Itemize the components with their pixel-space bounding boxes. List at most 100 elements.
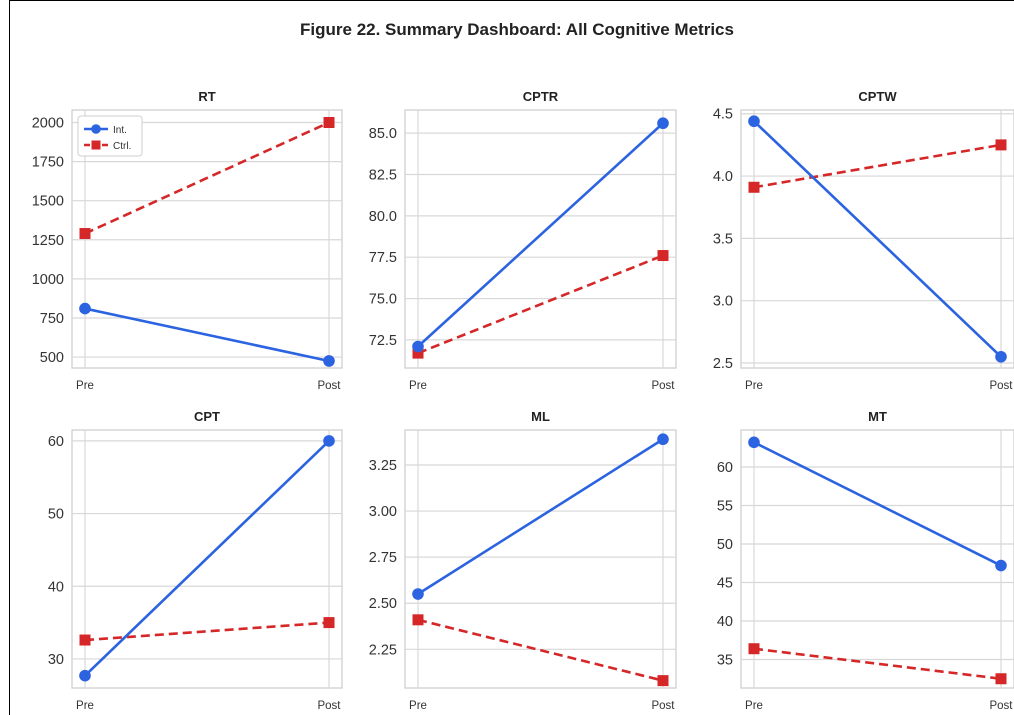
data-point-square [995, 139, 1007, 151]
y-tick-label: 30 [48, 652, 64, 668]
data-point-circle [748, 436, 760, 449]
chart-panel-mt: 35 40 45 50 55 60 Pre Post MT [717, 409, 1014, 712]
y-tick-label: 1000 [32, 272, 64, 288]
y-tick-label: 1500 [32, 194, 64, 210]
data-point-circle [79, 669, 91, 682]
frame-top-border [9, 0, 1014, 1]
legend-marker-circle [91, 124, 101, 134]
legend-label: Int. [113, 125, 127, 136]
data-point-square [995, 673, 1007, 685]
y-tick-label: 55 [717, 498, 733, 514]
chart-title: MT [868, 409, 887, 424]
data-point-square [748, 181, 760, 193]
y-tick-label: 85.0 [369, 126, 397, 142]
data-point-square [79, 634, 91, 646]
y-tick-label: 3.00 [369, 504, 397, 520]
data-point-square [748, 643, 760, 655]
data-point-square [412, 614, 424, 626]
x-tick-label: Pre [76, 380, 94, 392]
x-tick-label: Pre [409, 380, 427, 392]
y-tick-label: 60 [717, 460, 733, 476]
data-point-circle [748, 115, 760, 128]
x-tick-label: Post [317, 700, 341, 712]
y-tick-label: 4.0 [713, 169, 733, 185]
data-point-circle [657, 433, 669, 446]
data-point-square [657, 250, 669, 262]
x-tick-label: Pre [409, 700, 427, 712]
data-point-square [657, 675, 669, 687]
plot-area [740, 429, 1014, 689]
y-tick-label: 50 [48, 507, 64, 523]
y-tick-label: 60 [48, 434, 64, 450]
series-line [84, 621, 330, 642]
series-line [417, 254, 664, 355]
series-line [84, 307, 330, 363]
x-tick-label: Post [651, 380, 675, 392]
y-tick-label: 2.25 [369, 642, 397, 658]
legend: Int. Ctrl. [77, 115, 143, 157]
chart-title: CPT [194, 409, 220, 424]
chart-title: RT [198, 89, 215, 104]
y-tick-label: 45 [717, 575, 733, 591]
y-tick-label: 3.25 [369, 458, 397, 474]
legend-box [77, 115, 143, 157]
y-tick-label: 77.5 [369, 250, 397, 266]
x-tick-label: Post [317, 380, 341, 392]
y-tick-label: 3.5 [713, 231, 733, 247]
series-line [417, 122, 664, 348]
chart-panel-ml: 2.25 2.50 2.75 3.00 3.25 Pre Post ML [369, 409, 677, 712]
y-tick-label: 2.5 [713, 356, 733, 372]
x-tick-label: Pre [745, 700, 763, 712]
chart-panel-cptw: 2.5 3.0 3.5 4.0 4.5 Pre Post CPTW [713, 89, 1014, 392]
y-tick-label: 40 [48, 579, 64, 595]
data-point-circle [412, 588, 424, 600]
y-tick-label: 35 [717, 653, 733, 669]
y-tick-label: 1750 [32, 155, 64, 171]
frame-left-border [9, 0, 10, 715]
series-line [417, 438, 664, 596]
data-point-square [412, 347, 424, 359]
chart-title: ML [531, 409, 550, 424]
chart-panel-cpt: 30 40 50 60 Pre Post CPT [48, 409, 343, 712]
y-tick-label: 50 [717, 537, 733, 553]
chart-title: CPTR [523, 89, 559, 104]
y-tick-label: 40 [717, 614, 733, 630]
y-tick-label: 750 [40, 311, 64, 327]
y-tick-label: 4.5 [713, 107, 733, 123]
y-tick-label: 500 [40, 350, 64, 366]
series-line [84, 121, 330, 235]
figure-title: Figure 22. Summary Dashboard: All Cognit… [300, 20, 734, 39]
data-point-circle [323, 435, 335, 447]
y-tick-label: 2.50 [369, 596, 397, 612]
legend-label: Ctrl. [113, 141, 131, 152]
x-tick-label: Pre [745, 380, 763, 392]
plot-area [404, 429, 677, 689]
series-line [753, 441, 1002, 567]
chart-panel-rt: 500 750 1000 1250 1500 1750 2000 Pre Post RT Int. C… [32, 89, 343, 392]
series-line [84, 439, 330, 677]
x-tick-label: Post [651, 700, 675, 712]
data-point-square [323, 617, 335, 629]
chart-panel-cptr: 72.5 75.0 77.5 80.0 82.5 85.0 Pre Post CPTR [369, 89, 677, 392]
legend-marker-square [91, 140, 101, 150]
y-tick-label: 2.75 [369, 550, 397, 566]
y-tick-label: 2000 [32, 116, 64, 132]
data-point-circle [412, 340, 424, 353]
y-tick-label: 75.0 [369, 292, 397, 308]
data-point-square [323, 117, 335, 129]
x-tick-label: Post [989, 380, 1013, 392]
series-line [753, 120, 1002, 358]
chart-title: CPTW [858, 89, 897, 104]
y-tick-label: 3.0 [713, 294, 733, 310]
data-point-circle [995, 350, 1007, 363]
data-point-square [79, 228, 91, 240]
y-tick-label: 82.5 [369, 168, 397, 184]
y-tick-label: 1250 [32, 233, 64, 249]
data-point-circle [995, 559, 1007, 572]
y-tick-label: 80.0 [369, 209, 397, 225]
data-point-circle [79, 302, 91, 315]
x-tick-label: Pre [76, 700, 94, 712]
data-point-circle [323, 355, 335, 367]
